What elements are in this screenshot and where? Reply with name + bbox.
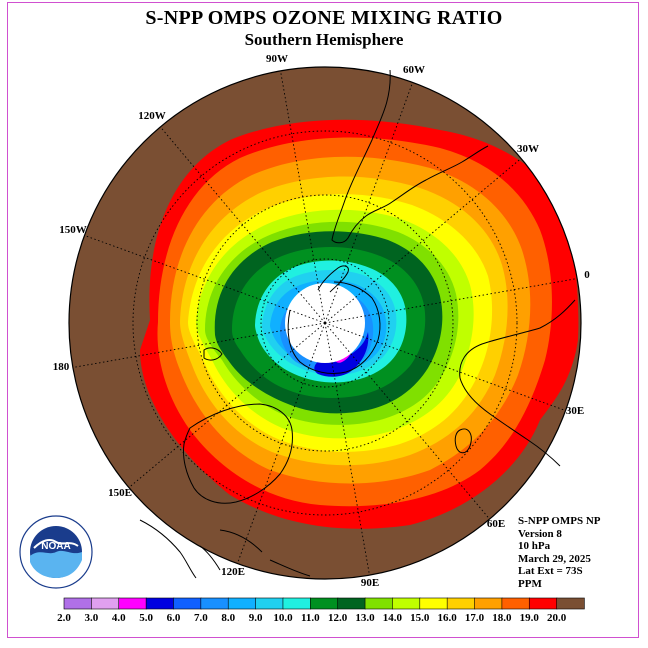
lon-label-150w: 150W xyxy=(59,224,87,236)
lon-label-0: 0 xyxy=(584,269,590,281)
meridian-line xyxy=(236,322,326,564)
figure-frame xyxy=(7,2,639,638)
info-version: Version 8 xyxy=(518,527,562,540)
lon-label-120w: 120W xyxy=(138,110,166,122)
meridian-line xyxy=(324,322,566,412)
meridian-line xyxy=(280,70,326,324)
colorbar-swatch xyxy=(364,597,394,610)
meridian-line xyxy=(324,322,370,576)
colorbar-swatch xyxy=(63,597,93,610)
ozone-contour-field xyxy=(69,67,581,579)
coast-new-guinea xyxy=(139,519,197,579)
lon-label-180: 180 xyxy=(53,361,70,373)
graticule xyxy=(72,70,578,576)
coast-antarctica xyxy=(287,281,381,375)
lon-label-60w: 60W xyxy=(403,64,425,76)
meridian-line xyxy=(72,322,326,368)
noaa-logo: NOAA xyxy=(19,515,93,589)
coast-madagascar xyxy=(454,428,472,454)
band-5 xyxy=(314,332,369,377)
colorbar-tick-label: 5.0 xyxy=(139,612,153,624)
colorbar-swatch xyxy=(556,597,585,610)
colorbar-tick-label: 12.0 xyxy=(328,612,348,624)
longitude-labels: 90W 60W 30W 0 30E 60E 90E 120E 150E 180 … xyxy=(53,53,591,589)
colorbar-tick-label: 9.0 xyxy=(249,612,263,624)
meridians xyxy=(72,70,578,576)
lon-label-90e: 90E xyxy=(361,577,379,589)
lat-circle-50s xyxy=(196,194,454,452)
colorbar-swatch xyxy=(282,597,312,610)
colorbar-tick-label: 18.0 xyxy=(492,612,512,624)
info-block: S-NPP OMPS NP Version 8 10 hPa March 29,… xyxy=(518,515,601,590)
map-boundary xyxy=(68,66,582,580)
meridian-line xyxy=(324,82,414,324)
colorbar-swatch xyxy=(419,597,448,610)
colorbar-tick-label: 8.0 xyxy=(221,612,235,624)
noaa-logo-text: NOAA xyxy=(41,541,70,552)
colorbar-tick-label: 7.0 xyxy=(194,612,208,624)
coastlines xyxy=(139,69,576,579)
coast-australia xyxy=(183,403,293,504)
colorbar-tick-label: 6.0 xyxy=(167,612,181,624)
colorbar-tick-label: 19.0 xyxy=(520,612,540,624)
coast-africa xyxy=(459,299,576,467)
colorbar-tick-label: 20.0 xyxy=(547,612,567,624)
colorbar-tick-label: 16.0 xyxy=(438,612,458,624)
info-lat-ext: Lat Ext = 73S xyxy=(518,565,583,577)
colorbar-tick-label: 11.0 xyxy=(301,612,320,624)
colorbar-swatch xyxy=(91,597,120,610)
colorbar-tick-label: 14.0 xyxy=(383,612,403,624)
colorbar-swatch xyxy=(474,597,503,610)
colorbar-swatch xyxy=(255,597,284,610)
colorbar-swatch xyxy=(227,597,257,610)
colorbar-swatch xyxy=(173,597,202,610)
colorbar-labels: 2.0 3.0 4.0 5.0 6.0 7.0 8.0 9.0 10.0 11.0 12.0 13.0… xyxy=(57,612,567,624)
lon-label-30e: 30E xyxy=(566,405,584,417)
colorbar-swatch xyxy=(200,597,229,610)
lat-circle-30s xyxy=(132,130,518,516)
colorbar-tick-label: 15.0 xyxy=(410,612,430,624)
meridian-line xyxy=(84,234,326,324)
info-level: 10 hPa xyxy=(518,540,551,552)
lon-label-60e: 60E xyxy=(487,518,505,530)
info-units: PPM xyxy=(518,577,542,590)
meridian-line xyxy=(128,322,326,488)
info-instrument: S-NPP OMPS NP xyxy=(518,515,601,527)
lon-label-120e: 120E xyxy=(221,566,245,578)
colorbar-swatch xyxy=(145,597,175,610)
colorbar-swatch xyxy=(337,597,366,610)
lat-circle-70s xyxy=(260,258,390,388)
colorbar-tick-label: 13.0 xyxy=(355,612,375,624)
colorbar-swatch xyxy=(528,597,558,610)
colorbar-swatch xyxy=(310,597,339,610)
map-title: S-NPP OMPS OZONE MIXING RATIO xyxy=(145,7,503,29)
colorbar-swatches xyxy=(63,597,585,610)
colorbar-tick-label: 2.0 xyxy=(57,612,71,624)
meridian-line xyxy=(324,158,522,324)
coast-south-america xyxy=(331,69,489,244)
lon-label-90w: 90W xyxy=(266,53,288,65)
colorbar-swatch xyxy=(446,597,476,610)
meridian-line xyxy=(324,322,490,520)
colorbar-swatch xyxy=(118,597,147,610)
colorbar-swatch xyxy=(501,597,530,610)
colorbar-tick-label: 17.0 xyxy=(465,612,485,624)
lon-label-30w: 30W xyxy=(517,143,539,155)
map-subtitle: Southern Hemisphere xyxy=(244,30,404,49)
info-date: March 29, 2025 xyxy=(518,552,591,565)
lon-label-150e: 150E xyxy=(108,487,132,499)
colorbar-tick-label: 4.0 xyxy=(112,612,126,624)
colorbar-tick-label: 10.0 xyxy=(273,612,293,624)
meridian-line xyxy=(160,126,326,324)
coast-new-zealand xyxy=(203,347,223,361)
colorbar-swatch xyxy=(392,597,421,610)
meridian-line xyxy=(324,278,578,324)
colorbar-tick-label: 3.0 xyxy=(84,612,98,624)
